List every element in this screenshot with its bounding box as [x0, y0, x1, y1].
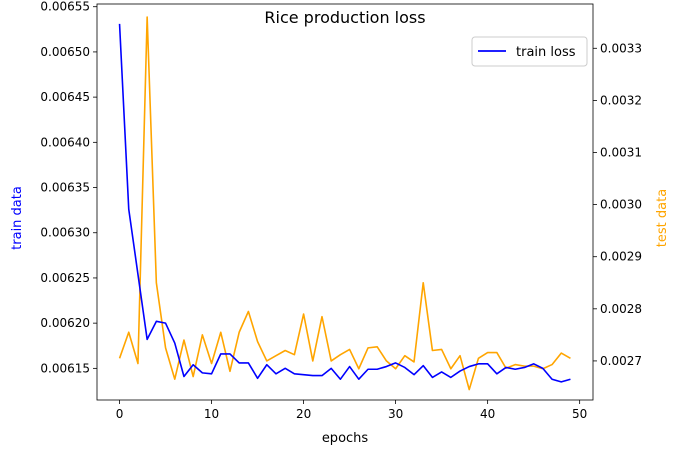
plot-frame	[96, 3, 594, 401]
x-axis-label: epochs	[322, 431, 369, 446]
y-axis-left: 0.00615 0.00620 0.00625 0.00630 0.00635 0.006…	[40, 0, 97, 375]
y-right-tick-label: 0.0030	[600, 198, 642, 212]
chart-title: Rice production loss	[264, 8, 425, 27]
x-tick-label: 40	[480, 407, 495, 421]
series-layer	[118, 16, 571, 391]
x-axis: 0 10 20 30 40 50	[116, 400, 587, 421]
y-right-tick-label: 0.0027	[600, 354, 642, 368]
y-right-tick-label: 0.0033	[600, 41, 642, 55]
x-tick-label: 10	[204, 407, 219, 421]
y-left-tick-label: 0.00625	[40, 271, 90, 285]
y-left-tick-label: 0.00645	[40, 90, 90, 104]
plot-area	[97, 4, 593, 400]
series-line-test	[118, 16, 571, 391]
legend: train loss	[471, 36, 588, 67]
y-left-tick-label: 0.00630	[40, 226, 90, 240]
y-left-tick-label: 0.00615	[40, 361, 90, 375]
x-tick-label: 20	[296, 407, 311, 421]
y-axis-right: 0.0027 0.0028 0.0029 0.0030 0.0031 0.0032 0.00…	[593, 41, 642, 368]
y-axis-label-left: train data	[10, 186, 25, 250]
y-axis-label-right: test data	[655, 189, 670, 247]
y-left-tick-label: 0.00635	[40, 181, 90, 195]
x-tick-label: 30	[388, 407, 403, 421]
y-right-tick-label: 0.0031	[600, 146, 642, 160]
y-left-tick-label: 0.00620	[40, 316, 90, 330]
y-left-tick-label: 0.00640	[40, 135, 90, 149]
series-line-train-loss	[118, 23, 571, 383]
y-right-tick-label: 0.0032	[600, 93, 642, 107]
y-right-tick-label: 0.0028	[600, 302, 642, 316]
x-tick-label: 50	[572, 407, 587, 421]
y-right-tick-label: 0.0029	[600, 250, 642, 264]
legend-label-train-loss: train loss	[516, 45, 576, 60]
y-left-tick-label: 0.00650	[40, 45, 90, 59]
x-tick-label: 0	[116, 407, 124, 421]
y-left-tick-label: 0.00655	[40, 0, 90, 14]
legend-box	[471, 36, 588, 67]
